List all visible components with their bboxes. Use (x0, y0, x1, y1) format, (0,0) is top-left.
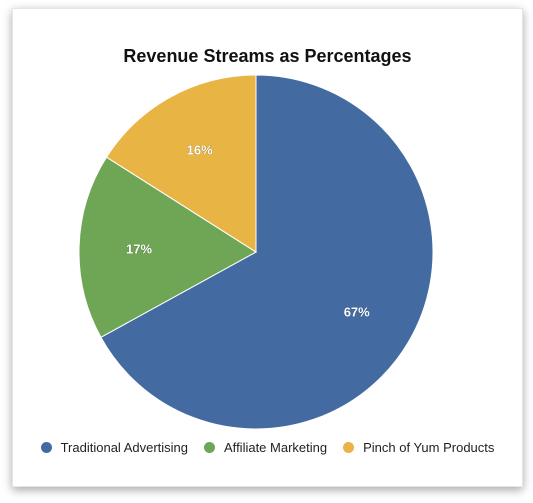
slice-label-affiliate-marketing: 17% (126, 241, 152, 256)
pie-slices (78, 74, 434, 430)
pie-slice-traditional-advertising[interactable] (100, 74, 434, 430)
slice-label-pinch-of-yum-products: 16% (187, 142, 213, 157)
chart-legend: Traditional Advertising Affiliate Market… (13, 440, 522, 455)
legend-item-affiliate-marketing[interactable]: Affiliate Marketing (204, 440, 327, 455)
pie-chart: 67% 17% 16% (78, 74, 434, 430)
legend-item-pinch-of-yum-products[interactable]: Pinch of Yum Products (343, 440, 494, 455)
legend-swatch-traditional-advertising (40, 442, 52, 453)
chart-card: Revenue Streams as Percentages 67% 17% 16%… (12, 8, 523, 487)
legend-item-traditional-advertising[interactable]: Traditional Advertising (40, 440, 189, 455)
legend-label-pinch-of-yum-products: Pinch of Yum Products (363, 440, 495, 455)
chart-title: Revenue Streams as Percentages (123, 46, 412, 66)
legend-label-traditional-advertising: Traditional Advertising (60, 440, 189, 455)
slice-label-traditional-advertising: 67% (344, 305, 370, 320)
legend-swatch-pinch-of-yum-products (343, 442, 355, 453)
legend-label-affiliate-marketing: Affiliate Marketing (224, 440, 328, 455)
pie-slice-affiliate-marketing[interactable] (78, 156, 257, 338)
pie-labels: 67% 17% 16% (126, 142, 371, 320)
pie-slice-pinch-of-yum-products[interactable] (105, 74, 257, 253)
legend-swatch-affiliate-marketing (204, 442, 216, 453)
